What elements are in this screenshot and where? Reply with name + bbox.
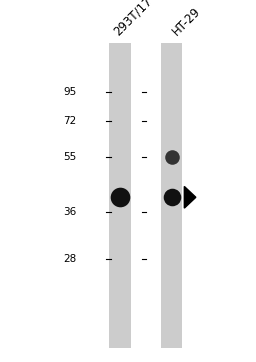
Point (169, 155, 174, 160)
Text: 28: 28 (63, 254, 77, 264)
Bar (110, 43, 131, 348)
Polygon shape (184, 186, 196, 208)
Point (169, 194, 174, 200)
Bar (161, 43, 182, 348)
Text: 293T/17: 293T/17 (111, 0, 155, 38)
Text: 36: 36 (63, 207, 77, 217)
Point (118, 194, 122, 200)
Text: HT-29: HT-29 (170, 5, 204, 38)
Text: 95: 95 (63, 87, 77, 97)
Text: 55: 55 (63, 152, 77, 163)
Text: 72: 72 (63, 116, 77, 126)
